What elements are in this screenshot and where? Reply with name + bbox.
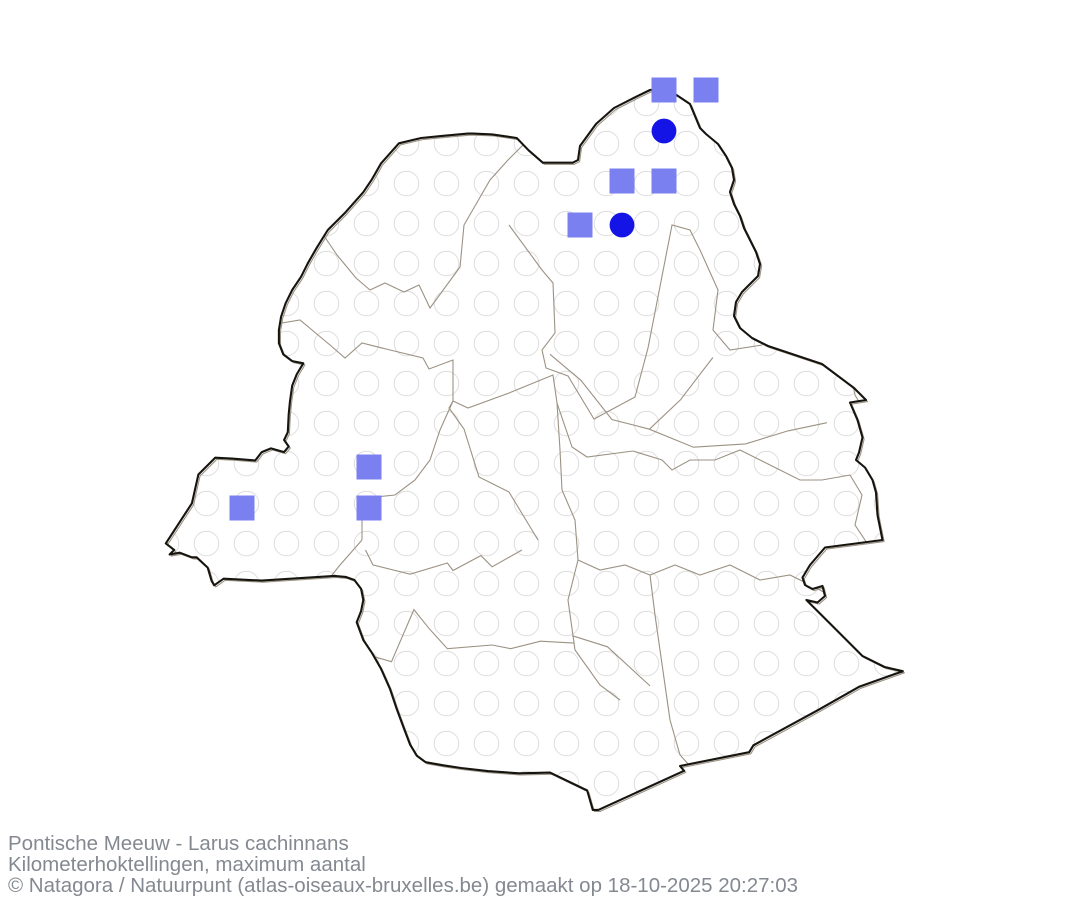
svg-text:Pontische Meeuw - Larus cachin: Pontische Meeuw - Larus cachinnans <box>8 832 349 855</box>
svg-text:Kilometerhoktellingen, maximum: Kilometerhoktellingen, maximum aantal <box>8 853 366 876</box>
svg-text:© Natagora / Natuurpunt (atlas: © Natagora / Natuurpunt (atlas-oiseaux-b… <box>8 874 798 897</box>
